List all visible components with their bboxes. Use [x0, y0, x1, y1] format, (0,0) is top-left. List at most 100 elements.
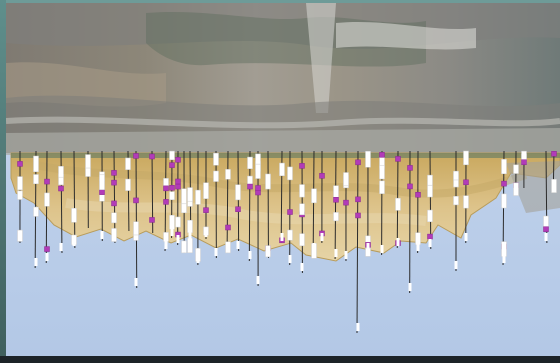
drillhole-collar: [544, 233, 548, 241]
assay-interval: [299, 233, 305, 247]
drillhole[interactable]: [44, 150, 50, 264]
drillhole-collar: [300, 263, 304, 271]
assay-interval: [255, 163, 261, 179]
drillhole-collar: [170, 228, 174, 236]
assay-interval: [181, 203, 187, 214]
assay-interval: [44, 192, 50, 207]
drillhole[interactable]: [181, 150, 187, 254]
drillhole[interactable]: [99, 150, 105, 242]
assay-interval-high: [319, 173, 325, 179]
assay-interval-high: [521, 159, 527, 165]
drillhole-collar: [366, 243, 370, 251]
drillhole[interactable]: [163, 150, 169, 252]
drillhole[interactable]: [33, 150, 39, 269]
drillhole[interactable]: [149, 150, 155, 234]
drillhole[interactable]: [355, 150, 361, 334]
drillhole[interactable]: [85, 150, 91, 229]
drillhole-collar: [454, 261, 458, 269]
drillhole[interactable]: [551, 150, 557, 193]
drillhole[interactable]: [279, 150, 285, 244]
drillhole[interactable]: [333, 150, 339, 260]
drillhole[interactable]: [169, 150, 175, 239]
drillhole[interactable]: [407, 150, 413, 294]
assay-interval: [501, 193, 507, 209]
drillhole-collar: [416, 243, 420, 251]
assay-interval-high: [175, 183, 181, 190]
drillhole[interactable]: [379, 150, 385, 256]
assay-interval-high: [175, 157, 181, 163]
assay-interval: [17, 190, 23, 200]
assay-interval-high: [501, 180, 507, 187]
assay-interval: [187, 220, 193, 233]
drillhole[interactable]: [58, 150, 64, 254]
drillhole-collar: [72, 238, 76, 246]
assay-interval: [169, 150, 175, 161]
drillhole-collar: [164, 241, 168, 249]
drillhole-trace: [237, 150, 240, 252]
assay-interval-high: [58, 185, 64, 192]
drillhole[interactable]: [133, 150, 139, 289]
drillhole[interactable]: [365, 150, 371, 257]
drillhole[interactable]: [203, 150, 209, 240]
drillhole[interactable]: [247, 150, 253, 262]
viewport-frame-top: [0, 0, 560, 3]
drillhole-collar: [112, 233, 116, 241]
assay-interval: [463, 150, 469, 166]
assay-interval-high: [407, 165, 413, 171]
drillhole[interactable]: [175, 150, 181, 246]
assay-interval-high: [299, 163, 305, 169]
assay-interval: [111, 212, 117, 224]
assay-interval: [85, 167, 91, 177]
drillhole-collar: [236, 241, 240, 249]
drillhole[interactable]: [543, 150, 549, 244]
drillhole-collar: [214, 248, 218, 256]
drillhole[interactable]: [427, 150, 433, 250]
assay-interval: [225, 169, 231, 180]
scene-canvas[interactable]: [6, 3, 560, 356]
drillhole[interactable]: [521, 150, 527, 189]
assay-interval-high: [255, 189, 261, 196]
drillhole[interactable]: [255, 150, 261, 287]
drillhole[interactable]: [343, 150, 349, 262]
drillhole[interactable]: [463, 150, 469, 244]
assay-interval: [163, 232, 169, 242]
assay-interval: [125, 178, 131, 191]
drillhole[interactable]: [299, 150, 305, 274]
assay-interval-high: [149, 153, 155, 160]
assay-interval: [379, 165, 385, 180]
drillhole[interactable]: [111, 150, 117, 244]
drillhole[interactable]: [513, 150, 519, 196]
drillholes[interactable]: [17, 150, 557, 334]
assay-interval: [453, 196, 459, 206]
drillhole[interactable]: [225, 150, 231, 254]
drillhole-collar: [18, 233, 22, 241]
assay-interval: [333, 212, 339, 222]
drillhole[interactable]: [311, 150, 317, 259]
drillhole[interactable]: [319, 150, 325, 244]
drillhole-collar: [396, 238, 400, 246]
drillhole[interactable]: [395, 150, 401, 249]
assay-interval-high: [395, 156, 401, 162]
drillhole-trace: [45, 150, 48, 264]
drillhole[interactable]: [453, 150, 459, 272]
drillhole[interactable]: [501, 150, 507, 266]
assay-interval: [365, 151, 371, 168]
drillhole[interactable]: [71, 150, 77, 249]
drillhole[interactable]: [415, 150, 421, 254]
drillhole[interactable]: [213, 150, 219, 259]
assay-interval: [427, 185, 433, 198]
drillhole[interactable]: [287, 150, 293, 266]
assay-interval: [299, 184, 305, 198]
drillhole[interactable]: [265, 150, 271, 259]
drillhole-collar: [248, 251, 252, 259]
viewport-frame-bottom: [0, 356, 560, 363]
drillhole[interactable]: [187, 150, 193, 254]
assay-interval: [17, 176, 23, 191]
drillhole[interactable]: [17, 150, 23, 244]
drillhole[interactable]: [195, 150, 201, 266]
drillhole[interactable]: [235, 150, 241, 252]
assay-interval: [427, 174, 433, 186]
drillhole[interactable]: [125, 150, 131, 232]
drillhole-collar: [45, 253, 49, 261]
